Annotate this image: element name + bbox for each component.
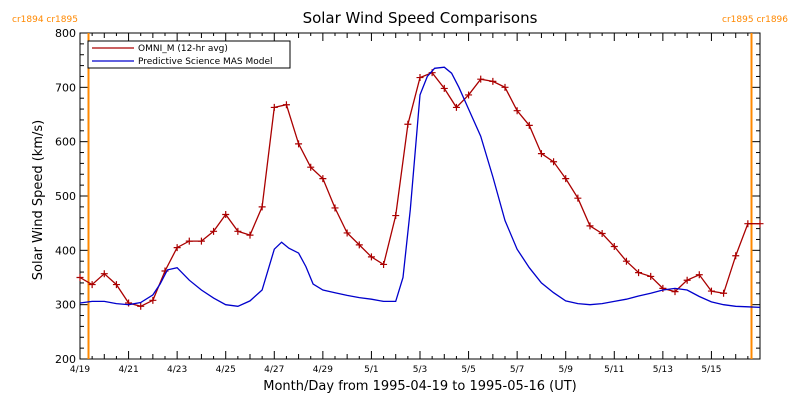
data-point-marker <box>416 74 424 82</box>
data-point-marker <box>537 150 545 158</box>
data-point-marker <box>112 281 120 289</box>
data-point-marker <box>149 296 157 304</box>
data-point-marker <box>756 220 764 228</box>
data-point-marker <box>598 229 606 237</box>
data-point-marker <box>222 210 230 218</box>
data-point-marker <box>125 299 133 307</box>
data-point-marker <box>489 77 497 85</box>
data-point-marker <box>307 163 315 171</box>
data-point-marker <box>586 222 594 230</box>
x-tick-label: 5/13 <box>653 365 673 375</box>
data-point-marker <box>513 107 521 115</box>
data-point-marker <box>659 284 667 292</box>
y-tick-label: 500 <box>55 190 76 203</box>
data-point-marker <box>622 257 630 265</box>
data-point-marker <box>732 252 740 260</box>
data-point-marker <box>210 227 218 235</box>
data-point-marker <box>295 140 303 148</box>
data-point-marker <box>197 237 205 245</box>
data-point-marker <box>720 289 728 297</box>
x-tick-label: 4/23 <box>167 365 187 375</box>
x-tick-label: 5/1 <box>364 365 378 375</box>
data-point-marker <box>501 83 509 91</box>
carrington-rotation-label: cr1895 cr1896 <box>722 15 788 25</box>
x-tick-label: 5/7 <box>510 365 524 375</box>
data-point-marker <box>477 75 485 83</box>
data-point-marker <box>744 220 752 228</box>
data-point-marker <box>465 91 473 99</box>
data-point-marker <box>270 103 278 111</box>
series-line-0 <box>79 71 760 307</box>
data-point-marker <box>562 175 570 183</box>
data-point-marker <box>331 204 339 212</box>
x-tick-label: 5/5 <box>461 365 475 375</box>
carrington-rotation-label: cr1894 cr1895 <box>12 15 78 25</box>
data-point-marker <box>610 243 618 251</box>
y-tick-label: 700 <box>55 81 76 94</box>
data-point-marker <box>647 272 655 280</box>
x-tick-label: 4/21 <box>118 365 138 375</box>
data-point-marker <box>367 253 375 261</box>
y-tick-label: 800 <box>55 27 76 40</box>
plot-area: 200 300 400 500 600 700 800 4/19 4/21 4/23 4/25 4/2… <box>12 15 788 375</box>
data-point-marker <box>440 84 448 92</box>
x-tick-label: 4/29 <box>313 365 333 375</box>
data-point-marker <box>173 244 181 252</box>
data-point-marker <box>185 237 193 245</box>
data-point-marker <box>343 229 351 237</box>
y-tick-label: 600 <box>55 136 76 149</box>
x-tick-label: 5/3 <box>413 365 427 375</box>
series-line-1 <box>79 66 761 309</box>
x-tick-label: 5/15 <box>701 365 721 375</box>
x-tick-label: 4/19 <box>70 365 90 375</box>
data-point-marker <box>707 287 715 295</box>
data-point-marker <box>137 302 145 310</box>
legend-box <box>87 40 291 69</box>
x-tick-label: 4/25 <box>216 365 236 375</box>
data-point-marker <box>76 274 84 281</box>
data-point-marker <box>683 276 691 284</box>
y-tick-label: 300 <box>55 299 76 312</box>
data-point-marker <box>452 103 460 111</box>
data-point-marker <box>695 271 703 279</box>
data-point-marker <box>100 270 108 278</box>
data-point-marker <box>319 175 327 183</box>
legend-label-omni: OMNI_M (12-hr avg) <box>138 44 228 54</box>
data-point-marker <box>88 281 96 289</box>
data-point-marker <box>246 231 254 239</box>
y-tick-label: 400 <box>55 244 76 257</box>
chart-title: Solar Wind Speed Comparisons <box>303 9 538 27</box>
data-point-marker <box>355 241 363 249</box>
data-point-marker <box>574 194 582 202</box>
x-tick-label: 5/11 <box>604 365 624 375</box>
y-axis-label: Solar Wind Speed (km/s) <box>31 120 46 280</box>
data-point-marker <box>392 212 400 220</box>
data-point-marker <box>635 269 643 277</box>
data-point-marker <box>404 120 412 128</box>
x-tick-label: 5/9 <box>558 365 573 375</box>
data-point-marker <box>282 101 290 109</box>
data-point-marker <box>550 158 558 166</box>
y-tick-label: 200 <box>55 353 76 366</box>
data-point-marker <box>671 288 679 296</box>
x-tick-label: 4/27 <box>264 365 284 375</box>
plot-frame <box>79 32 761 360</box>
x-axis-label: Month/Day from 1995-04-19 to 1995-05-16 … <box>263 379 576 394</box>
data-point-marker <box>525 121 533 129</box>
legend-label-mas: Predictive Science MAS Model <box>138 57 273 67</box>
data-point-marker <box>258 203 266 211</box>
data-point-marker <box>234 227 242 235</box>
chart-legend: OMNI_M (12-hr avg) Predictive Science MA… <box>87 40 291 69</box>
data-point-marker <box>380 260 388 268</box>
